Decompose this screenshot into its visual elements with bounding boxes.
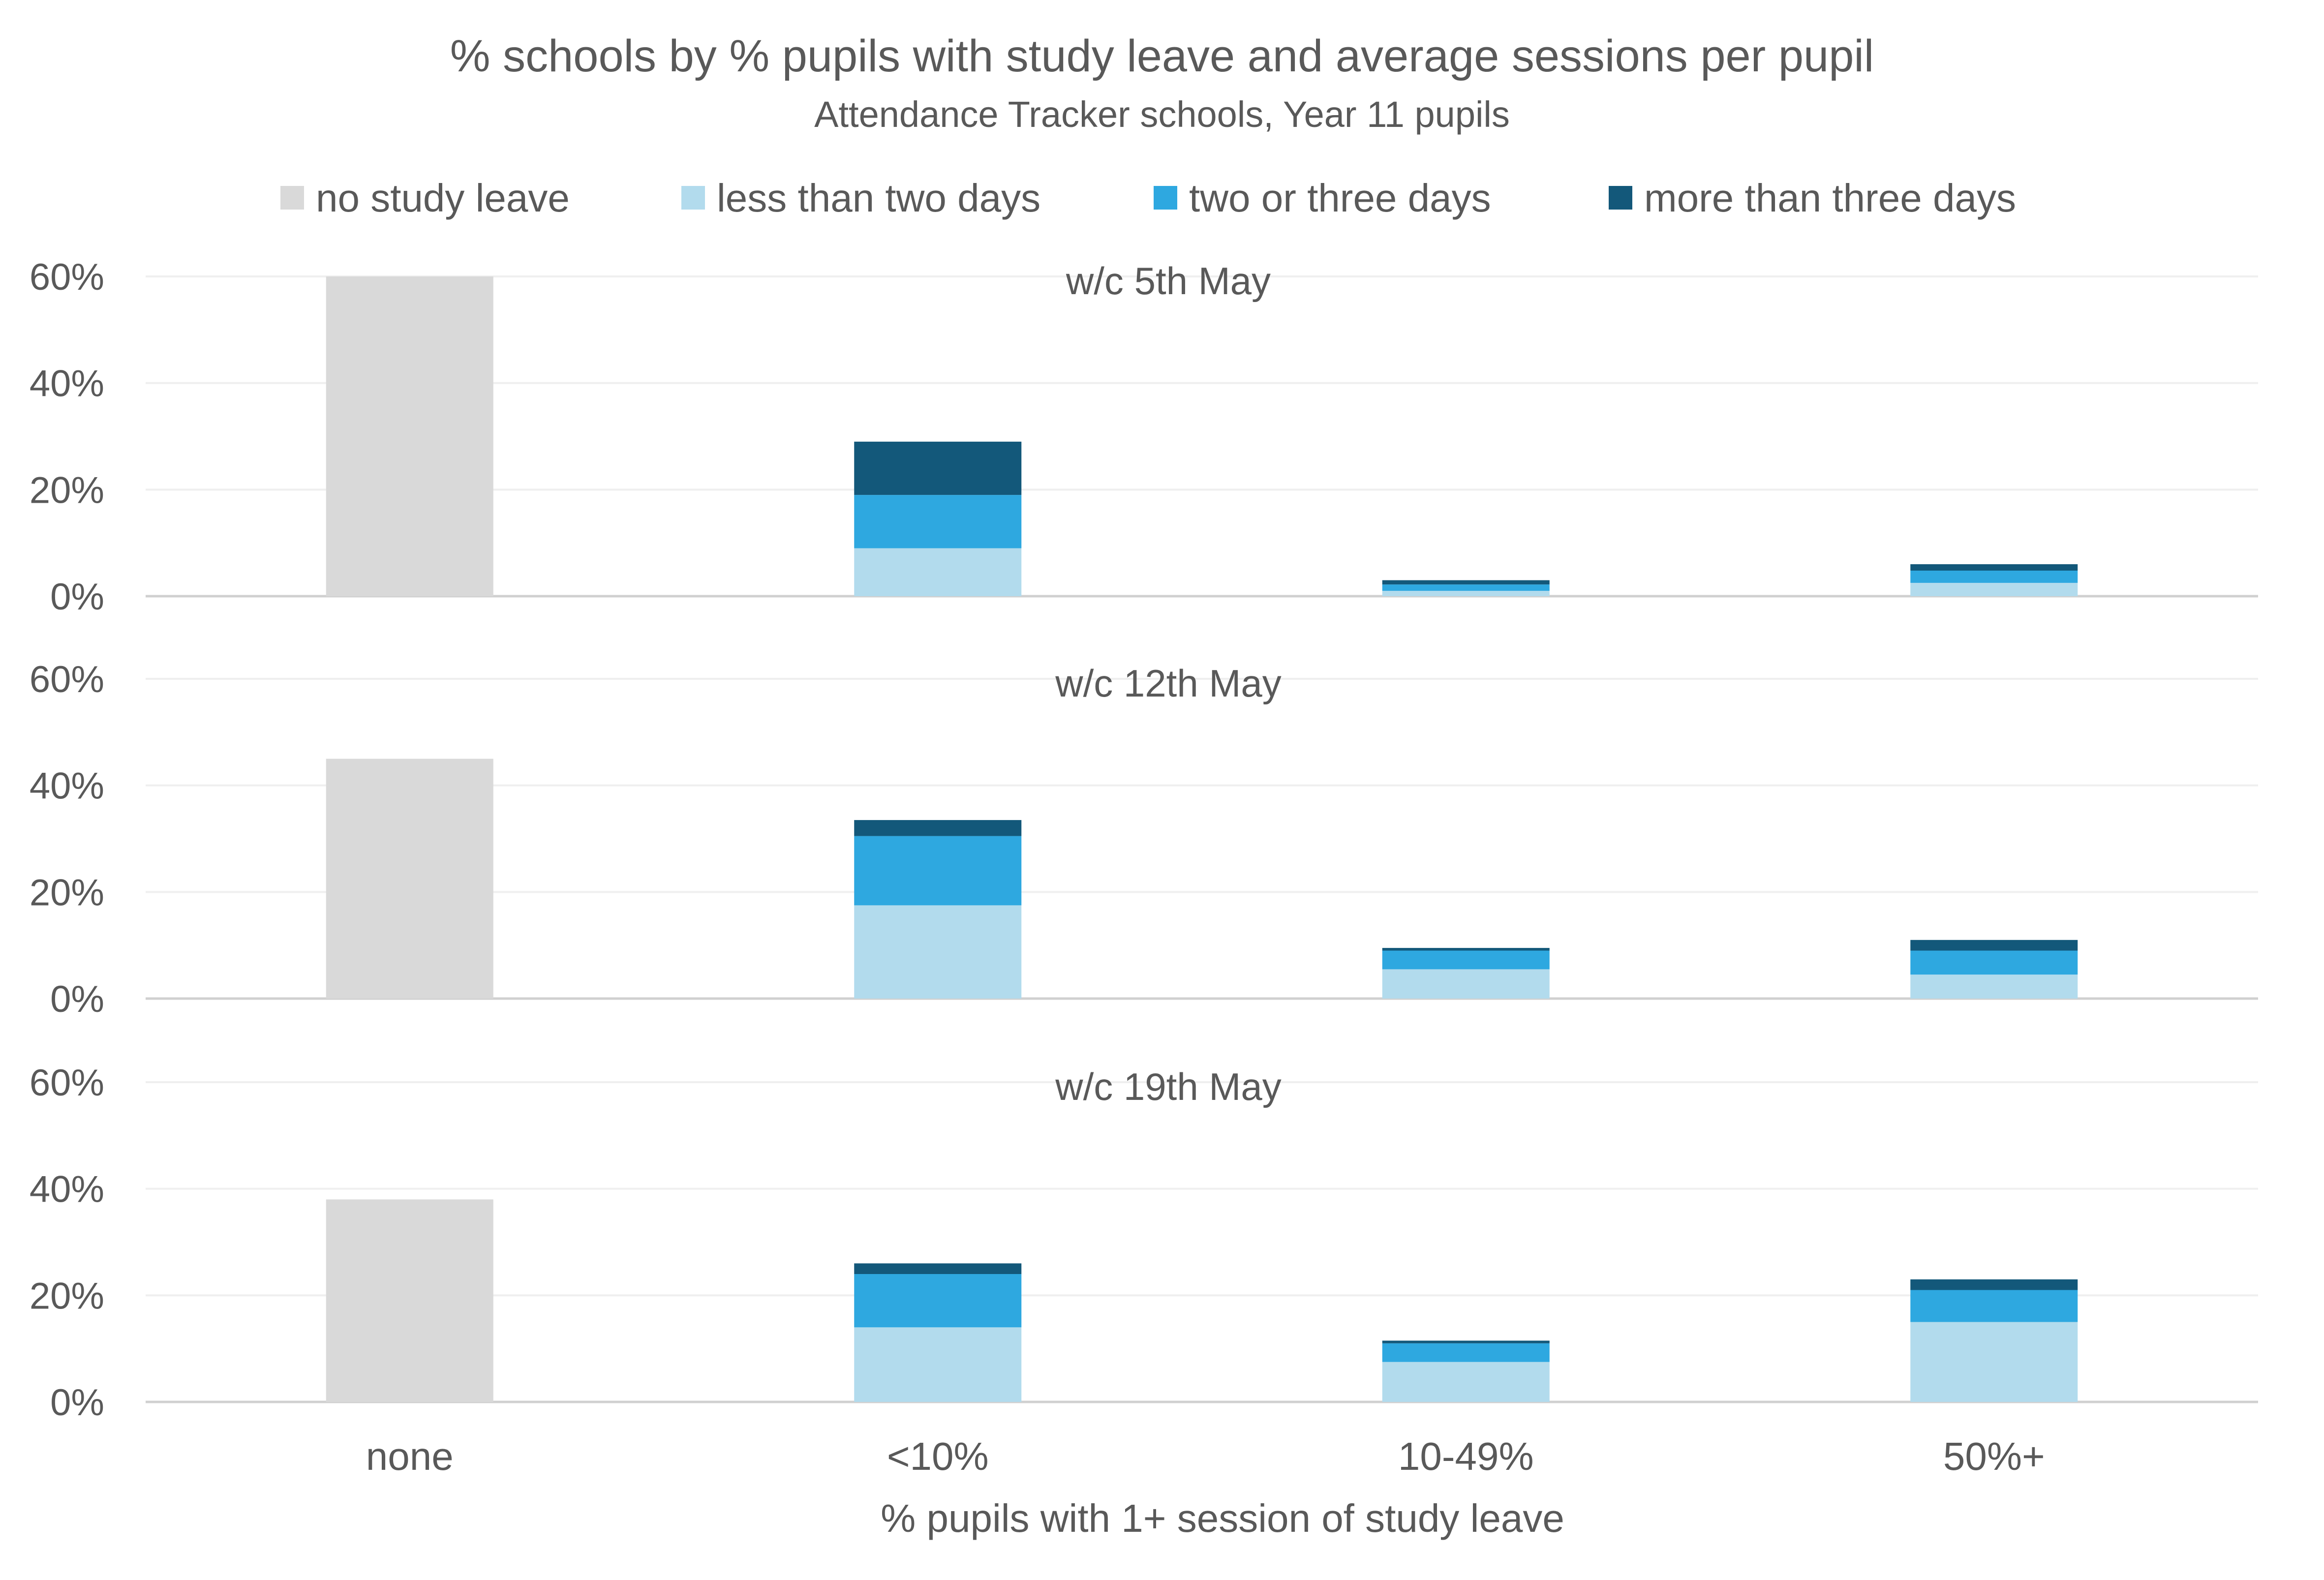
bar-segment bbox=[854, 836, 1022, 906]
legend-label: less than two days bbox=[717, 176, 1040, 220]
chart-panels: 0% 20% 40% 60% w/c 5th May 0% 20% 40% 60% w/c 12t… bbox=[30, 256, 2258, 1424]
x-category-label: <10% bbox=[887, 1434, 989, 1478]
bar-segment bbox=[1382, 591, 1550, 596]
bar-segment bbox=[1382, 584, 1550, 591]
x-category-label: 10-49% bbox=[1398, 1434, 1534, 1478]
y-tick-label: 60% bbox=[30, 256, 104, 298]
chart-panel: 0% 20% 40% 60% w/c 5th May bbox=[30, 256, 2258, 618]
bar-segment bbox=[1382, 1362, 1550, 1402]
bar-segment bbox=[1382, 948, 1550, 951]
bar-segment bbox=[1910, 564, 2078, 571]
bar-segment bbox=[854, 495, 1022, 548]
bar-segment bbox=[1382, 969, 1550, 999]
y-tick-label: 20% bbox=[30, 469, 104, 511]
chart-legend: no study leave less than two days two or t… bbox=[280, 176, 2016, 220]
chart-panel: 0% 20% 40% 60% w/c 12th May bbox=[30, 659, 2258, 1020]
bar-segment bbox=[854, 1274, 1022, 1328]
legend-item: more than three days bbox=[1609, 176, 2016, 220]
bar-segment bbox=[1382, 580, 1550, 585]
bar-segment bbox=[854, 548, 1022, 596]
legend-label: more than three days bbox=[1644, 176, 2016, 220]
legend-item: no study leave bbox=[280, 176, 570, 220]
bar-segment bbox=[854, 820, 1022, 836]
bar-segment bbox=[1382, 950, 1550, 970]
bar-segment bbox=[1910, 974, 2078, 999]
legend-item: two or three days bbox=[1154, 176, 1491, 220]
y-tick-label: 0% bbox=[50, 576, 104, 618]
y-tick-label: 20% bbox=[30, 872, 104, 913]
bar-segment bbox=[1382, 1340, 1550, 1343]
legend-label: two or three days bbox=[1189, 176, 1491, 220]
bar-segment bbox=[1910, 950, 2078, 975]
panel-title: w/c 12th May bbox=[1055, 662, 1282, 705]
bar-segment bbox=[1910, 940, 2078, 951]
chart-title: % schools by % pupils with study leave a… bbox=[450, 31, 1874, 81]
legend-swatch bbox=[1154, 186, 1177, 210]
y-tick-label: 60% bbox=[30, 659, 104, 700]
bar-segment bbox=[854, 1263, 1022, 1274]
legend-swatch bbox=[1609, 186, 1632, 210]
bar-segment bbox=[854, 441, 1022, 495]
chart-subtitle: Attendance Tracker schools, Year 11 pupi… bbox=[814, 94, 1510, 135]
panel-title: w/c 5th May bbox=[1066, 259, 1271, 303]
x-axis-category-labels: none <10% 10-49% 50%+ bbox=[366, 1434, 2045, 1478]
bar-segment bbox=[854, 905, 1022, 999]
bar-segment bbox=[854, 1327, 1022, 1402]
y-tick-label: 40% bbox=[30, 765, 104, 807]
legend-swatch bbox=[681, 186, 705, 210]
x-category-label: none bbox=[366, 1434, 454, 1478]
bar-segment bbox=[326, 276, 493, 596]
legend-item: less than two days bbox=[681, 176, 1040, 220]
legend-label: no study leave bbox=[316, 176, 570, 220]
legend-swatch bbox=[280, 186, 304, 210]
bar-segment bbox=[1910, 1290, 2078, 1322]
y-tick-label: 40% bbox=[30, 363, 104, 405]
x-category-label: 50%+ bbox=[1943, 1434, 2045, 1478]
bar-segment bbox=[326, 1199, 493, 1402]
y-tick-label: 40% bbox=[30, 1169, 104, 1211]
bar-segment bbox=[326, 759, 493, 999]
bar-segment bbox=[1910, 582, 2078, 596]
panel-title: w/c 19th May bbox=[1055, 1065, 1282, 1108]
chart-panel: 0% 20% 40% 60% w/c 19th May bbox=[30, 1062, 2258, 1424]
x-axis-title: % pupils with 1+ session of study leave bbox=[881, 1496, 1564, 1540]
y-tick-label: 60% bbox=[30, 1062, 104, 1104]
bar-segment bbox=[1910, 1279, 2078, 1290]
bar-segment bbox=[1910, 571, 2078, 583]
bar-segment bbox=[1382, 1343, 1550, 1362]
y-tick-label: 20% bbox=[30, 1275, 104, 1317]
bar-segment bbox=[1910, 1322, 2078, 1402]
y-tick-label: 0% bbox=[50, 978, 104, 1020]
y-tick-label: 0% bbox=[50, 1382, 104, 1424]
